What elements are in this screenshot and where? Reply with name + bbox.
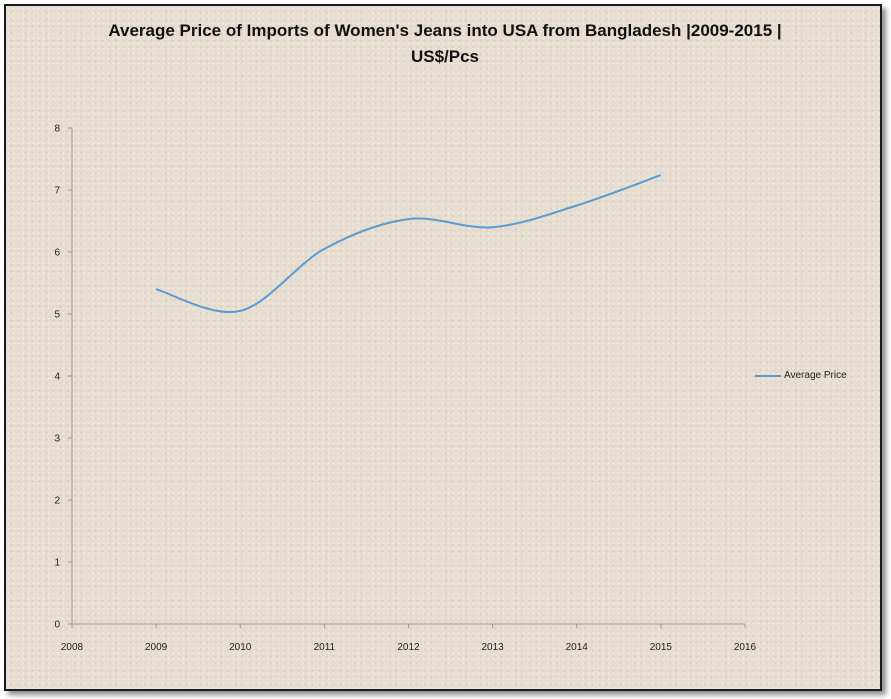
x-tick-label: 2010 [229, 642, 252, 653]
series-line-average-price [155, 174, 662, 314]
legend-swatch-average-price [755, 374, 781, 377]
y-tick-label: 1 [54, 558, 60, 569]
x-tick-label: 2016 [734, 642, 757, 653]
x-tick-label: 2009 [145, 642, 168, 653]
y-tick-label: 2 [54, 496, 60, 507]
x-tick-label: 2014 [566, 642, 589, 653]
x-tick-label: 2011 [314, 642, 336, 653]
chart-axes [68, 127, 746, 628]
y-tick-label: 6 [54, 248, 60, 259]
y-tick-label: 4 [54, 372, 60, 383]
chart-legend: Average Price [755, 370, 847, 381]
y-tick-label: 3 [54, 434, 60, 445]
x-tick-label: 2008 [61, 642, 84, 653]
chart-frame [4, 4, 882, 691]
tick-labels: 0 1 2 3 4 5 6 7 8 2008 2009 2010 2011 2012 2013 2014 201… [54, 124, 756, 654]
legend-label-average-price: Average Price [784, 370, 847, 381]
y-tick-label: 7 [54, 186, 60, 197]
y-tick-label: 0 [54, 620, 60, 631]
chart-title: Average Price of Imports of Women's Jean… [108, 21, 782, 66]
x-tick-label: 2015 [650, 642, 673, 653]
series-lines [155, 174, 662, 314]
x-tick-label: 2012 [397, 642, 420, 653]
y-tick-label: 5 [54, 310, 60, 321]
x-tick-label: 2013 [482, 642, 505, 653]
y-tick-label: 8 [54, 124, 60, 135]
